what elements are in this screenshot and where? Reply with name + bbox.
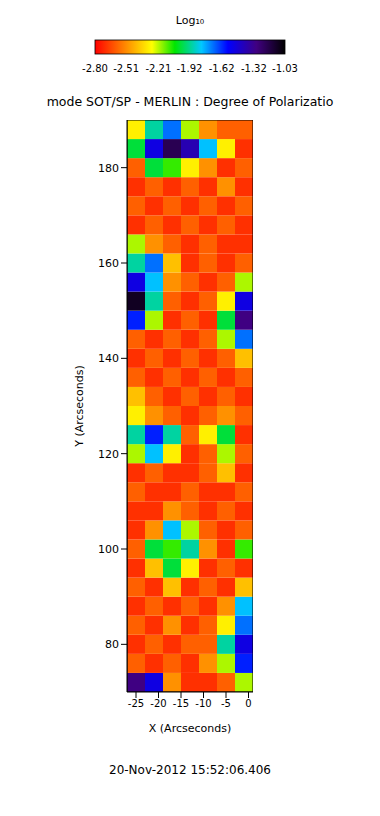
svg-text:mode SOT/SP - MERLIN : Degree: mode SOT/SP - MERLIN : Degree of Polariz… <box>47 94 334 109</box>
svg-text:100: 100 <box>98 543 119 556</box>
svg-text:80: 80 <box>105 638 119 651</box>
svg-text:-15: -15 <box>173 698 189 709</box>
svg-text:X (Arcseconds): X (Arcseconds) <box>149 722 231 735</box>
svg-text:-5: -5 <box>221 698 231 709</box>
svg-text:140: 140 <box>98 352 119 365</box>
svg-text:Y (Arcseconds): Y (Arcseconds) <box>73 365 86 448</box>
svg-text:-10: -10 <box>195 698 211 709</box>
svg-text:180: 180 <box>98 162 119 175</box>
svg-text:-2.80: -2.80 <box>82 63 108 74</box>
svg-text:-25: -25 <box>128 698 144 709</box>
svg-text:-1.32: -1.32 <box>241 63 267 74</box>
svg-text:0: 0 <box>245 698 251 709</box>
svg-text:20-Nov-2012 15:52:06.406: 20-Nov-2012 15:52:06.406 <box>109 763 271 777</box>
svg-text:-1.92: -1.92 <box>177 63 203 74</box>
svg-text:120: 120 <box>98 448 119 461</box>
svg-text:-2.51: -2.51 <box>113 63 139 74</box>
svg-text:Log₁₀: Log₁₀ <box>176 14 205 27</box>
svg-text:-1.03: -1.03 <box>272 63 298 74</box>
svg-text:-2.21: -2.21 <box>145 63 171 74</box>
svg-text:-1.62: -1.62 <box>209 63 235 74</box>
svg-text:160: 160 <box>98 257 119 270</box>
svg-text:-20: -20 <box>150 698 166 709</box>
